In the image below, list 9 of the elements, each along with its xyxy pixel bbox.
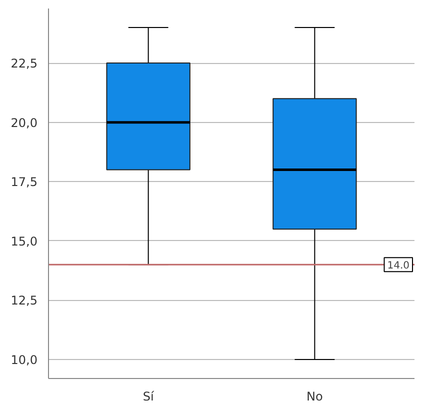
y-tick-label: 22,5 (10, 56, 38, 71)
y-tick-label: 12,5 (10, 294, 38, 308)
y-tick-label: 20,0 (10, 116, 38, 130)
y-tick-label: 10,0 (10, 353, 38, 368)
y-tick-label: 17,5 (10, 175, 38, 190)
ref-line-label: 14.0 (387, 260, 410, 272)
x-tick-label: No (306, 390, 323, 404)
x-tick-label: Sí (142, 390, 154, 404)
y-tick-label: 15,0 (10, 234, 38, 248)
